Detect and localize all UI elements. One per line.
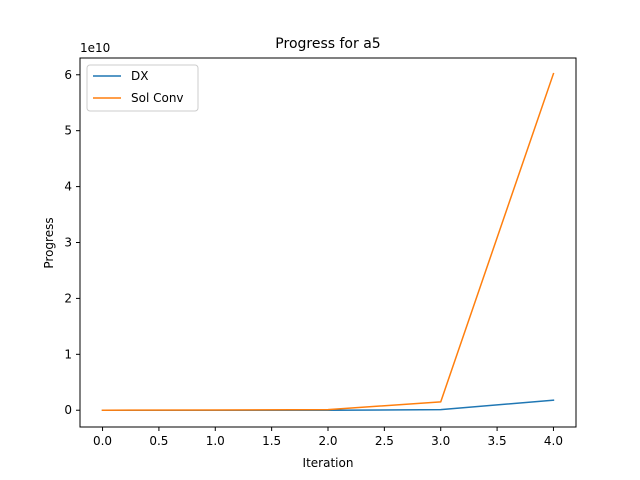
chart-title: Progress for a5 [275, 36, 380, 52]
y-tick-label: 6 [64, 68, 72, 82]
x-tick-label: 1.5 [262, 434, 281, 448]
plot-area [80, 58, 576, 427]
x-tick-label: 0.0 [93, 434, 112, 448]
y-axis-label: Progress [42, 217, 56, 268]
legend-label-sol-conv: Sol Conv [131, 91, 184, 105]
legend: DX Sol Conv [86, 64, 199, 112]
series-line-sol-conv [101, 72, 555, 411]
x-tick-label: 3.0 [431, 434, 450, 448]
x-axis-ticks: 0.0 0.5 1.0 1.5 2.0 2.5 3.0 3.5 4.0 [93, 427, 563, 448]
y-axis-ticks: 0 1 2 3 4 5 6 [64, 68, 80, 417]
series-layer [101, 72, 555, 411]
y-tick-label: 0 [64, 403, 72, 417]
y-tick-label: 1 [64, 347, 72, 361]
x-axis-label: Iteration [303, 456, 354, 470]
y-scale-label: 1e10 [80, 41, 110, 55]
y-tick-label: 4 [64, 180, 72, 194]
y-tick-label: 2 [64, 291, 72, 305]
x-tick-label: 1.0 [206, 434, 225, 448]
y-tick-label: 3 [64, 236, 72, 250]
legend-label-dx: DX [131, 69, 148, 83]
x-tick-label: 4.0 [544, 434, 563, 448]
x-tick-label: 0.5 [149, 434, 168, 448]
x-tick-label: 3.5 [488, 434, 507, 448]
y-tick-label: 5 [64, 124, 72, 138]
x-tick-label: 2.0 [318, 434, 337, 448]
plot-frame [79, 57, 577, 428]
x-tick-label: 2.5 [375, 434, 394, 448]
